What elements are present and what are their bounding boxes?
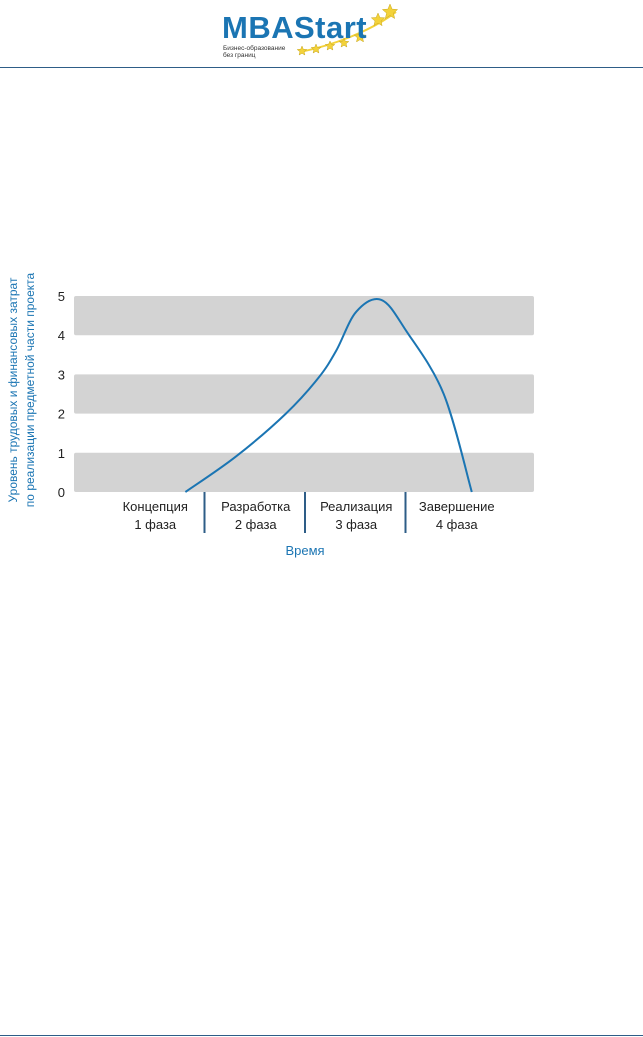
phase-name: Завершение [419,499,495,514]
phase-labels: Концепция 1 фаза Разработка 2 фаза Реализаци… [123,499,495,532]
x-axis-label: Время [285,543,324,558]
project-phases-chart: 0 1 2 3 4 5 Уровень трудовых и финансовых зат… [6,272,534,558]
y-tick-label: 4 [58,328,65,343]
footer-divider [0,1035,643,1036]
cost-curve-line [184,298,473,493]
phase-dividers [203,492,407,533]
phase-name: Разработка [221,499,291,514]
y-tick-label: 1 [58,446,65,461]
y-tick-label: 5 [58,289,65,304]
y-tick-label: 2 [58,407,65,422]
grid-band [74,452,534,492]
phase-name: Концепция [123,499,188,514]
phase-name: Реализация [320,499,392,514]
y-tick-label: 3 [58,367,65,382]
phase-number: 4 фаза [436,517,479,532]
logo-word-mba: MBA [222,10,295,45]
header-divider [0,67,643,68]
stars-icon [296,4,399,56]
logo-tagline-line1: Бизнес-образование [223,45,286,52]
y-tick-labels: 0 1 2 3 4 5 [58,289,65,500]
mba-start-logo: MBA Start Бизнес-образование без границ [220,4,400,62]
phase-number: 1 фаза [134,517,177,532]
y-tick-label: 0 [58,485,65,500]
logo-tagline-line2: без границ [223,52,256,59]
logo-word-start: Start [294,10,368,45]
page-header: MBA Start Бизнес-образование без границ [0,0,643,68]
phase-number: 2 фаза [235,517,278,532]
y-axis-label-line2: по реализации предметной части проекта [23,272,37,507]
grid-band [74,296,534,336]
grid-bands [74,296,534,492]
y-axis-label-line1: Уровень трудовых и финансовых затрат [6,277,20,502]
phase-number: 3 фаза [335,517,378,532]
